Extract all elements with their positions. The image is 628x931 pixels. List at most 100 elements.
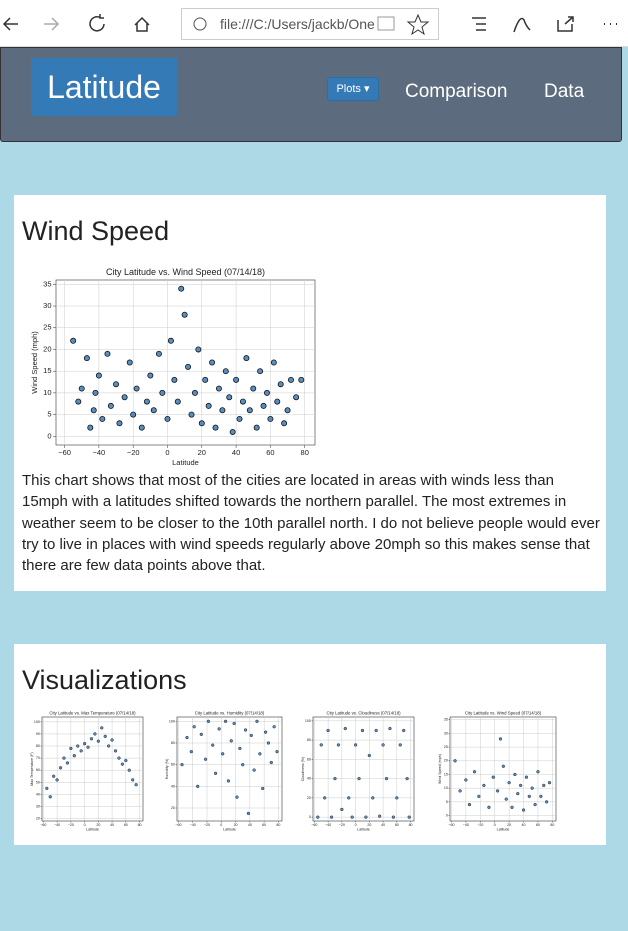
back-button[interactable] <box>2 17 18 31</box>
data-point <box>134 783 138 787</box>
chart-title: City Latitude vs. Cloudiness (07/14/18) <box>326 711 401 716</box>
data-point <box>384 777 389 781</box>
nav-link[interactable]: Data <box>544 81 585 102</box>
data-point <box>196 784 200 788</box>
y-tick-label: 20 <box>43 344 51 353</box>
forward-button[interactable] <box>44 17 60 31</box>
y-tick-label: 90 <box>36 732 40 736</box>
y-tick-label: 10 <box>43 388 51 397</box>
data-point <box>284 407 291 414</box>
data-point <box>192 725 196 729</box>
x-tick-label: 20 <box>367 823 371 827</box>
data-point <box>185 735 189 740</box>
nav-link[interactable]: Comparison <box>405 81 508 102</box>
y-tick-label: 25 <box>43 323 51 332</box>
data-point <box>464 778 468 782</box>
data-point <box>407 815 411 819</box>
x-tick-label: −40 <box>93 448 106 457</box>
data-point <box>117 756 121 760</box>
data-point <box>191 389 198 396</box>
data-point <box>90 407 97 414</box>
reading-icon[interactable] <box>377 16 395 31</box>
y-tick-label: 35 <box>43 279 51 288</box>
data-point <box>100 726 104 730</box>
brand[interactable]: Latitude <box>31 58 177 116</box>
y-axis-label: Humidity (%) <box>165 759 169 780</box>
y-tick-label: 0 <box>446 813 448 817</box>
data-point <box>159 389 166 396</box>
data-point <box>189 750 193 754</box>
x-axis-label: Latitude <box>497 828 510 832</box>
data-point <box>238 746 242 751</box>
data-point <box>203 757 208 761</box>
data-point <box>263 389 270 396</box>
data-point <box>388 726 392 731</box>
data-point <box>360 728 365 733</box>
section-heading: Visualizations <box>22 665 187 695</box>
data-point <box>72 754 76 758</box>
data-point <box>188 411 195 418</box>
x-tick-label: −20 <box>204 823 210 827</box>
x-tick-label: 40 <box>232 448 240 457</box>
data-point <box>498 737 503 741</box>
y-tick-label: 20 <box>36 817 40 821</box>
data-point <box>261 786 265 791</box>
share-button[interactable] <box>557 16 574 32</box>
data-point <box>458 789 462 793</box>
data-point <box>93 732 97 736</box>
data-point <box>131 778 135 782</box>
data-point <box>539 794 543 798</box>
data-point <box>495 789 500 793</box>
data-point <box>343 726 347 731</box>
y-tick-label: 60 <box>307 757 311 761</box>
data-point <box>138 424 145 431</box>
y-axis-label: Wind Speed (mph) <box>30 331 39 394</box>
navbar: Latitude Plots ▾ Comparison Data <box>0 47 622 142</box>
y-tick-label: 80 <box>36 744 40 748</box>
data-point <box>519 783 523 788</box>
data-point <box>402 728 406 733</box>
section-heading: Wind Speed <box>22 216 170 246</box>
data-point <box>58 766 63 770</box>
data-point <box>257 368 264 375</box>
data-point <box>472 770 477 774</box>
data-point <box>340 807 344 812</box>
x-tick-label: 60 <box>124 823 128 827</box>
data-point <box>171 376 178 383</box>
data-point <box>258 752 262 756</box>
y-tick-label: 10 <box>444 786 448 790</box>
data-point <box>235 795 239 799</box>
data-point <box>533 802 537 807</box>
data-point <box>281 420 288 427</box>
refresh-button[interactable] <box>89 14 105 32</box>
data-point <box>198 420 205 427</box>
data-point <box>107 402 114 409</box>
plots-dropdown[interactable]: Plots ▾ <box>327 77 379 101</box>
data-point <box>79 749 83 753</box>
data-point <box>82 741 87 746</box>
data-point <box>507 781 511 785</box>
info-icon[interactable] <box>193 17 207 31</box>
address-bar[interactable]: file:///C:/Users/jackb/One <box>181 8 439 40</box>
y-tick-label: 30 <box>444 731 448 735</box>
data-point <box>126 359 133 366</box>
plot-area <box>176 716 283 822</box>
browser-toolbar: file:///C:/Users/jackb/One <box>0 0 628 47</box>
notes-button[interactable] <box>513 17 531 33</box>
y-tick-label: 5 <box>47 410 51 419</box>
data-point <box>89 737 94 741</box>
description: This chart shows that most of the cities… <box>22 472 600 575</box>
data-point <box>213 771 218 775</box>
favorites-hub[interactable] <box>472 17 486 31</box>
data-point <box>233 376 240 383</box>
x-tick-label: 0 <box>220 823 222 827</box>
data-point <box>545 800 549 804</box>
data-point <box>155 350 162 357</box>
data-point <box>45 786 49 790</box>
home-button[interactable] <box>134 16 150 32</box>
favorite-button[interactable] <box>406 13 430 36</box>
data-point <box>253 424 260 431</box>
